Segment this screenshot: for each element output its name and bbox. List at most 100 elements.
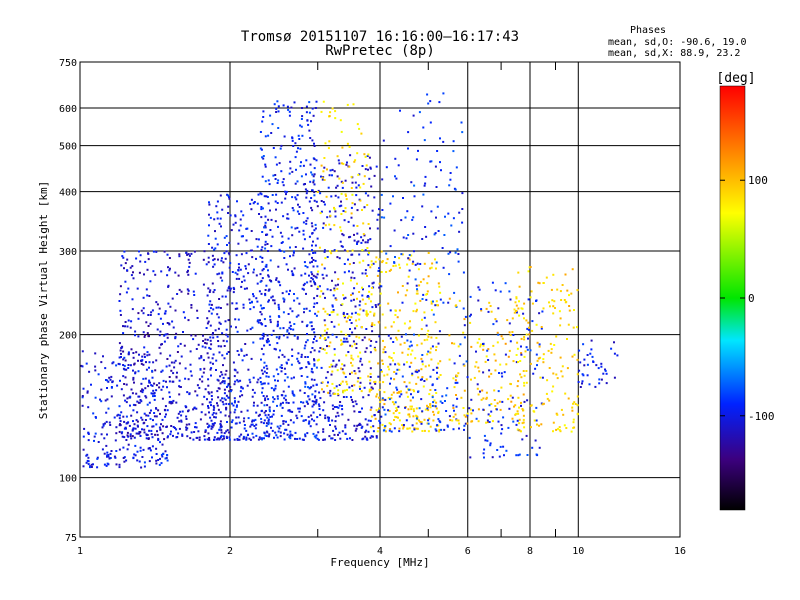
o-mode-echo-point <box>293 323 296 325</box>
o-mode-echo-point <box>259 131 262 133</box>
x-mode-echo-point <box>496 402 499 405</box>
o-mode-echo-point <box>361 407 363 410</box>
o-mode-echo-point <box>214 237 217 240</box>
o-mode-echo-point <box>265 284 268 287</box>
o-mode-echo-point <box>197 343 200 346</box>
o-mode-echo-point <box>283 298 286 301</box>
o-mode-echo-point <box>370 386 373 389</box>
o-mode-echo-point <box>132 420 134 423</box>
o-mode-echo-point <box>212 423 215 426</box>
o-mode-echo-point <box>434 428 437 431</box>
o-mode-echo-point <box>157 459 160 461</box>
o-mode-echo-point <box>274 431 277 434</box>
o-mode-echo-point <box>164 450 167 453</box>
o-mode-echo-point <box>82 448 85 451</box>
x-mode-echo-point <box>329 214 332 217</box>
o-mode-echo-point <box>405 419 408 422</box>
o-mode-echo-point <box>613 352 616 355</box>
o-mode-echo-point <box>273 436 275 439</box>
o-mode-echo-point <box>246 287 248 290</box>
o-mode-echo-point <box>372 425 375 428</box>
o-mode-echo-point <box>470 313 472 316</box>
x-mode-echo-point <box>416 292 419 295</box>
o-mode-echo-point <box>308 200 311 203</box>
o-mode-echo-point <box>248 378 251 381</box>
o-mode-echo-point <box>408 269 411 272</box>
o-mode-echo-point <box>457 260 460 263</box>
x-mode-echo-point <box>383 426 386 429</box>
o-mode-echo-point <box>202 359 205 362</box>
o-mode-echo-point <box>367 394 370 397</box>
x-mode-echo-point <box>490 310 493 313</box>
o-mode-echo-point <box>373 414 376 417</box>
x-mode-echo-point <box>493 353 496 356</box>
x-mode-echo-point <box>388 410 391 412</box>
o-mode-echo-point <box>591 355 594 358</box>
o-mode-echo-point <box>374 304 377 306</box>
x-mode-echo-point <box>420 342 423 345</box>
o-mode-echo-point <box>158 334 161 337</box>
x-mode-echo-point <box>493 389 496 392</box>
o-mode-echo-point <box>204 388 207 391</box>
o-mode-echo-point <box>322 201 325 203</box>
o-mode-echo-point <box>212 259 215 262</box>
o-mode-echo-point <box>438 330 441 333</box>
x-mode-echo-point <box>355 335 358 338</box>
o-mode-echo-point <box>187 289 190 292</box>
o-mode-echo-point <box>303 405 306 408</box>
o-mode-echo-point <box>187 410 189 413</box>
o-mode-echo-point <box>209 361 212 364</box>
x-mode-echo-point <box>350 371 353 374</box>
x-mode-echo-point <box>383 403 386 406</box>
x-mode-echo-point <box>448 297 451 300</box>
x-mode-echo-point <box>421 363 424 366</box>
o-mode-echo-point <box>153 412 156 414</box>
o-mode-echo-point <box>267 218 270 221</box>
x-mode-echo-point <box>572 326 575 329</box>
o-mode-echo-point <box>265 422 268 425</box>
o-mode-echo-point <box>311 278 314 281</box>
o-mode-echo-point <box>294 246 297 248</box>
o-mode-echo-point <box>439 421 442 424</box>
o-mode-echo-point <box>482 452 485 455</box>
x-mode-echo-point <box>485 307 488 310</box>
o-mode-echo-point <box>340 245 343 248</box>
o-mode-echo-point <box>106 455 108 458</box>
o-mode-echo-point <box>385 166 388 169</box>
o-mode-echo-point <box>138 460 141 463</box>
o-mode-echo-point <box>229 287 232 290</box>
o-mode-echo-point <box>520 353 523 356</box>
x-mode-echo-point <box>500 386 503 389</box>
x-mode-echo-point <box>425 293 428 296</box>
o-mode-echo-point <box>132 352 135 354</box>
x-mode-echo-point <box>527 321 530 324</box>
o-mode-echo-point <box>207 432 210 435</box>
x-mode-echo-point <box>430 300 433 303</box>
x-mode-echo-point <box>415 422 418 425</box>
o-mode-echo-point <box>400 253 403 256</box>
o-mode-echo-point <box>459 343 462 346</box>
o-mode-echo-point <box>335 415 337 418</box>
x-mode-echo-point <box>365 313 368 316</box>
o-mode-echo-point <box>310 171 313 174</box>
o-mode-echo-point <box>81 396 84 399</box>
o-mode-echo-point <box>175 376 178 379</box>
o-mode-echo-point <box>344 424 347 427</box>
o-mode-echo-point <box>146 332 149 335</box>
o-mode-echo-point <box>417 369 420 372</box>
o-mode-echo-point <box>216 390 219 393</box>
o-mode-echo-point <box>189 350 192 353</box>
o-mode-echo-point <box>315 314 318 317</box>
o-mode-echo-point <box>229 289 232 292</box>
o-mode-echo-point <box>203 395 206 398</box>
o-mode-echo-point <box>423 316 426 319</box>
x-mode-echo-point <box>491 420 494 423</box>
x-mode-echo-point <box>408 413 411 416</box>
o-mode-echo-point <box>434 304 437 307</box>
x-mode-echo-point <box>350 361 352 364</box>
o-mode-echo-point <box>129 364 132 367</box>
x-mode-echo-point <box>416 308 418 311</box>
o-mode-echo-point <box>256 300 259 303</box>
o-mode-echo-point <box>362 288 364 291</box>
